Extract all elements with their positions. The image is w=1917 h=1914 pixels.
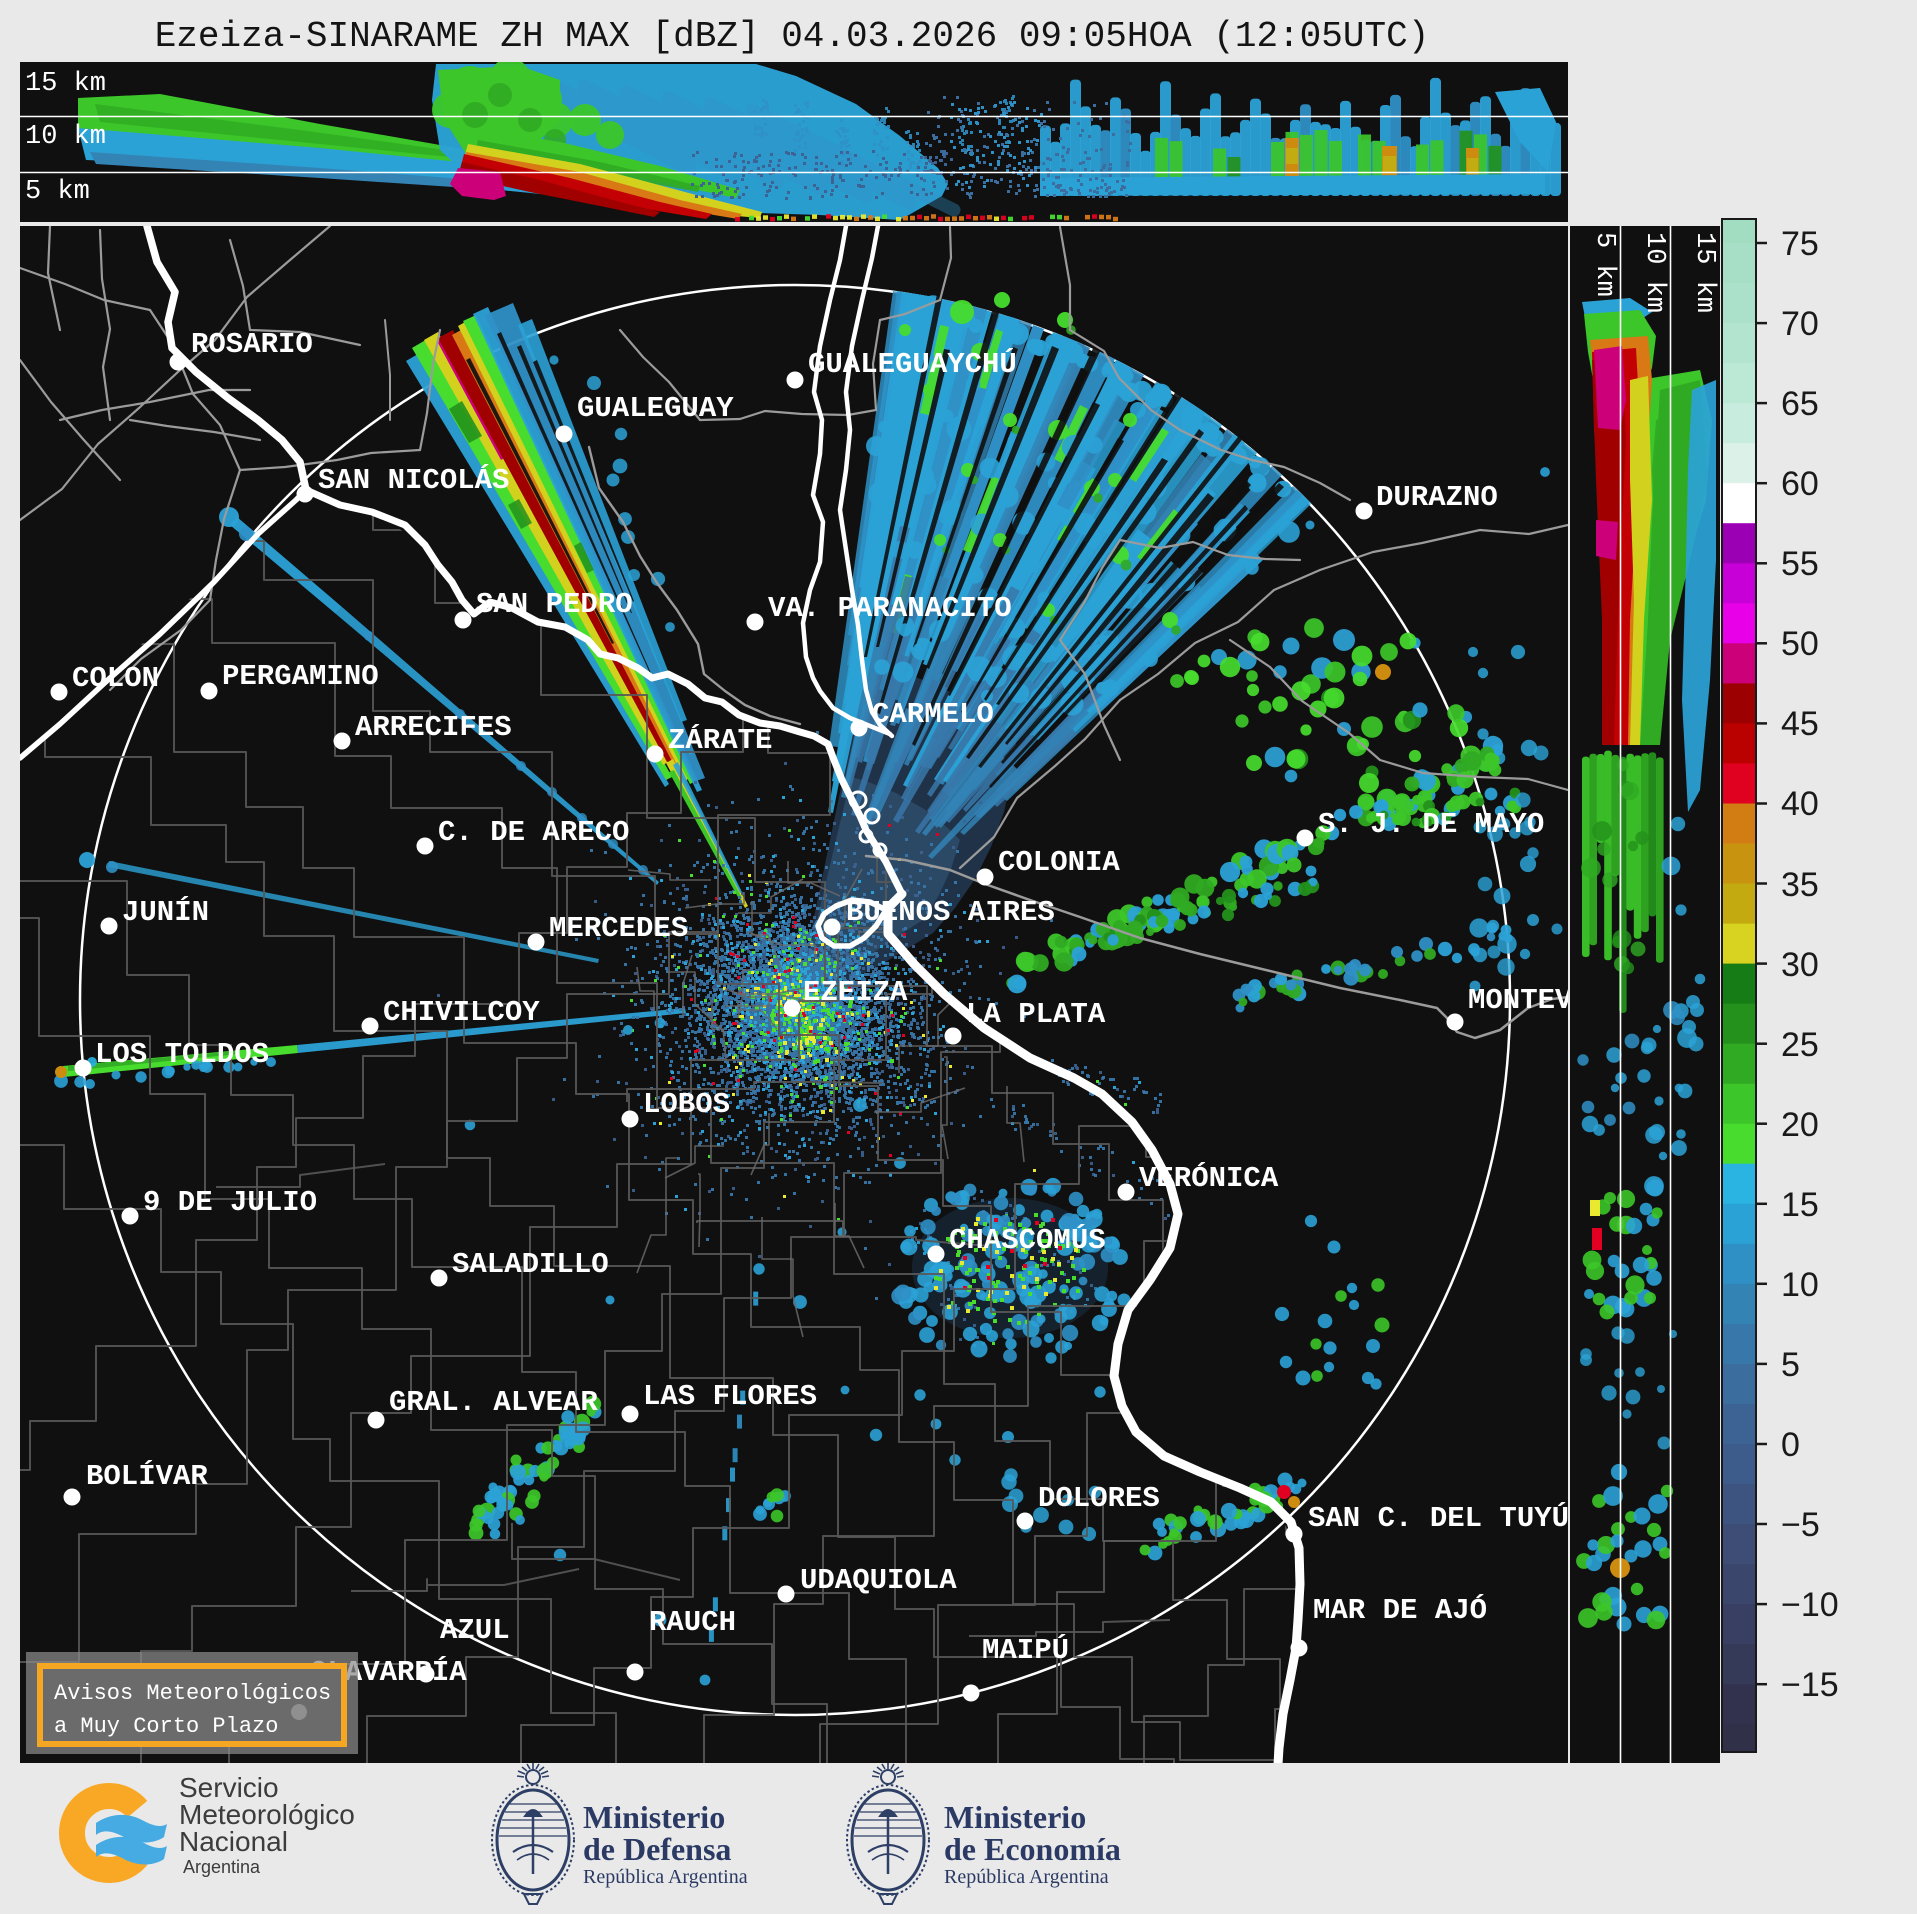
svg-text:10 km: 10 km	[1639, 232, 1669, 313]
svg-text:45: 45	[1781, 705, 1819, 743]
svg-text:10: 10	[1781, 1266, 1819, 1304]
svg-text:UDAQUIOLA: UDAQUIOLA	[800, 1564, 957, 1597]
svg-text:CARMELO: CARMELO	[872, 698, 994, 731]
svg-text:MERCEDES: MERCEDES	[549, 912, 688, 945]
svg-text:35: 35	[1781, 866, 1819, 904]
svg-text:a Muy Corto Plazo: a Muy Corto Plazo	[54, 1714, 278, 1739]
svg-text:COLONIA: COLONIA	[998, 846, 1120, 879]
svg-text:LA PLATA: LA PLATA	[966, 998, 1106, 1031]
svg-text:República Argentina: República Argentina	[583, 1866, 748, 1888]
svg-text:5: 5	[1781, 1346, 1800, 1384]
svg-text:JUNÍN: JUNÍN	[122, 895, 209, 929]
svg-text:CHIVILCOY: CHIVILCOY	[383, 996, 540, 1029]
svg-text:Servicio: Servicio	[179, 1772, 279, 1803]
svg-text:GUALEGUAY: GUALEGUAY	[577, 392, 734, 425]
svg-text:−5: −5	[1781, 1506, 1820, 1544]
svg-text:9 DE JULIO: 9 DE JULIO	[143, 1186, 317, 1219]
svg-text:VA. PARANACITO: VA. PARANACITO	[768, 592, 1012, 625]
svg-text:C. DE ARECO: C. DE ARECO	[438, 816, 629, 849]
svg-text:Ministerio: Ministerio	[944, 1799, 1086, 1835]
svg-text:40: 40	[1781, 785, 1819, 823]
svg-text:BOLÍVAR: BOLÍVAR	[86, 1459, 208, 1493]
svg-text:60: 60	[1781, 465, 1819, 503]
svg-text:Avisos Meteorológicos: Avisos Meteorológicos	[54, 1681, 331, 1706]
svg-text:25: 25	[1781, 1026, 1819, 1064]
svg-text:MONTEVIDEO: MONTEVIDEO	[1468, 984, 1642, 1017]
svg-text:ARRECIFES: ARRECIFES	[355, 711, 512, 744]
svg-text:LOS TOLDOS: LOS TOLDOS	[95, 1038, 269, 1071]
svg-text:MAR DE AJÓ: MAR DE AJÓ	[1313, 1593, 1487, 1627]
svg-text:S. J. DE MAYO: S. J. DE MAYO	[1318, 808, 1544, 841]
svg-text:SALADILLO: SALADILLO	[452, 1248, 609, 1281]
svg-text:COLON: COLON	[72, 662, 159, 695]
svg-text:VERÓNICA: VERÓNICA	[1139, 1161, 1279, 1195]
svg-text:Ministerio: Ministerio	[583, 1799, 725, 1835]
svg-text:LOBOS: LOBOS	[643, 1088, 730, 1121]
svg-text:GUALEGUAYCHÚ: GUALEGUAYCHÚ	[808, 347, 1017, 381]
svg-text:5 km: 5 km	[1589, 232, 1619, 297]
svg-text:Meteorológico: Meteorológico	[179, 1799, 355, 1830]
svg-text:MAIPÚ: MAIPÚ	[982, 1633, 1069, 1667]
svg-text:5 km: 5 km	[25, 177, 90, 207]
svg-text:GRAL. ALVEAR: GRAL. ALVEAR	[389, 1386, 598, 1419]
svg-text:República Argentina: República Argentina	[944, 1866, 1109, 1888]
svg-text:−10: −10	[1781, 1586, 1839, 1624]
svg-text:15 km: 15 km	[25, 69, 106, 99]
svg-text:15: 15	[1781, 1186, 1819, 1224]
svg-text:EZEIZA: EZEIZA	[803, 976, 908, 1009]
svg-text:20: 20	[1781, 1106, 1819, 1144]
svg-text:AZUL: AZUL	[440, 1614, 510, 1647]
svg-text:−15: −15	[1781, 1666, 1839, 1704]
svg-text:50: 50	[1781, 625, 1819, 663]
svg-text:0: 0	[1781, 1426, 1800, 1464]
svg-text:de Economía: de Economía	[944, 1831, 1121, 1867]
svg-text:RAUCH: RAUCH	[649, 1606, 736, 1639]
svg-text:DURAZNO: DURAZNO	[1376, 481, 1498, 514]
svg-text:DOLORES: DOLORES	[1038, 1482, 1160, 1515]
svg-text:30: 30	[1781, 946, 1819, 984]
svg-text:Ezeiza-SINARAME ZH MAX [dBZ] 0: Ezeiza-SINARAME ZH MAX [dBZ] 04.03.2026 …	[155, 16, 1430, 57]
svg-text:CHASCOMÚS: CHASCOMÚS	[949, 1223, 1106, 1257]
svg-text:SAN NICOLÁS: SAN NICOLÁS	[318, 463, 509, 497]
svg-text:ZÁRATE: ZÁRATE	[668, 723, 772, 757]
svg-text:10 km: 10 km	[25, 122, 106, 152]
svg-text:Nacional: Nacional	[179, 1826, 288, 1857]
svg-text:65: 65	[1781, 385, 1819, 423]
svg-text:SAN PEDRO: SAN PEDRO	[476, 588, 633, 621]
svg-text:LAS FLORES: LAS FLORES	[643, 1380, 817, 1413]
svg-text:70: 70	[1781, 305, 1819, 343]
svg-text:Argentina: Argentina	[183, 1857, 261, 1877]
svg-text:SAN C. DEL TUYÚ: SAN C. DEL TUYÚ	[1308, 1501, 1569, 1535]
svg-text:ROSARIO: ROSARIO	[191, 328, 313, 361]
svg-text:de Defensa: de Defensa	[583, 1831, 731, 1867]
svg-text:15 km: 15 km	[1689, 232, 1719, 313]
svg-text:55: 55	[1781, 545, 1819, 583]
svg-text:PERGAMINO: PERGAMINO	[222, 660, 379, 693]
svg-text:75: 75	[1781, 225, 1819, 263]
svg-text:BUENOS AIRES: BUENOS AIRES	[846, 896, 1055, 929]
